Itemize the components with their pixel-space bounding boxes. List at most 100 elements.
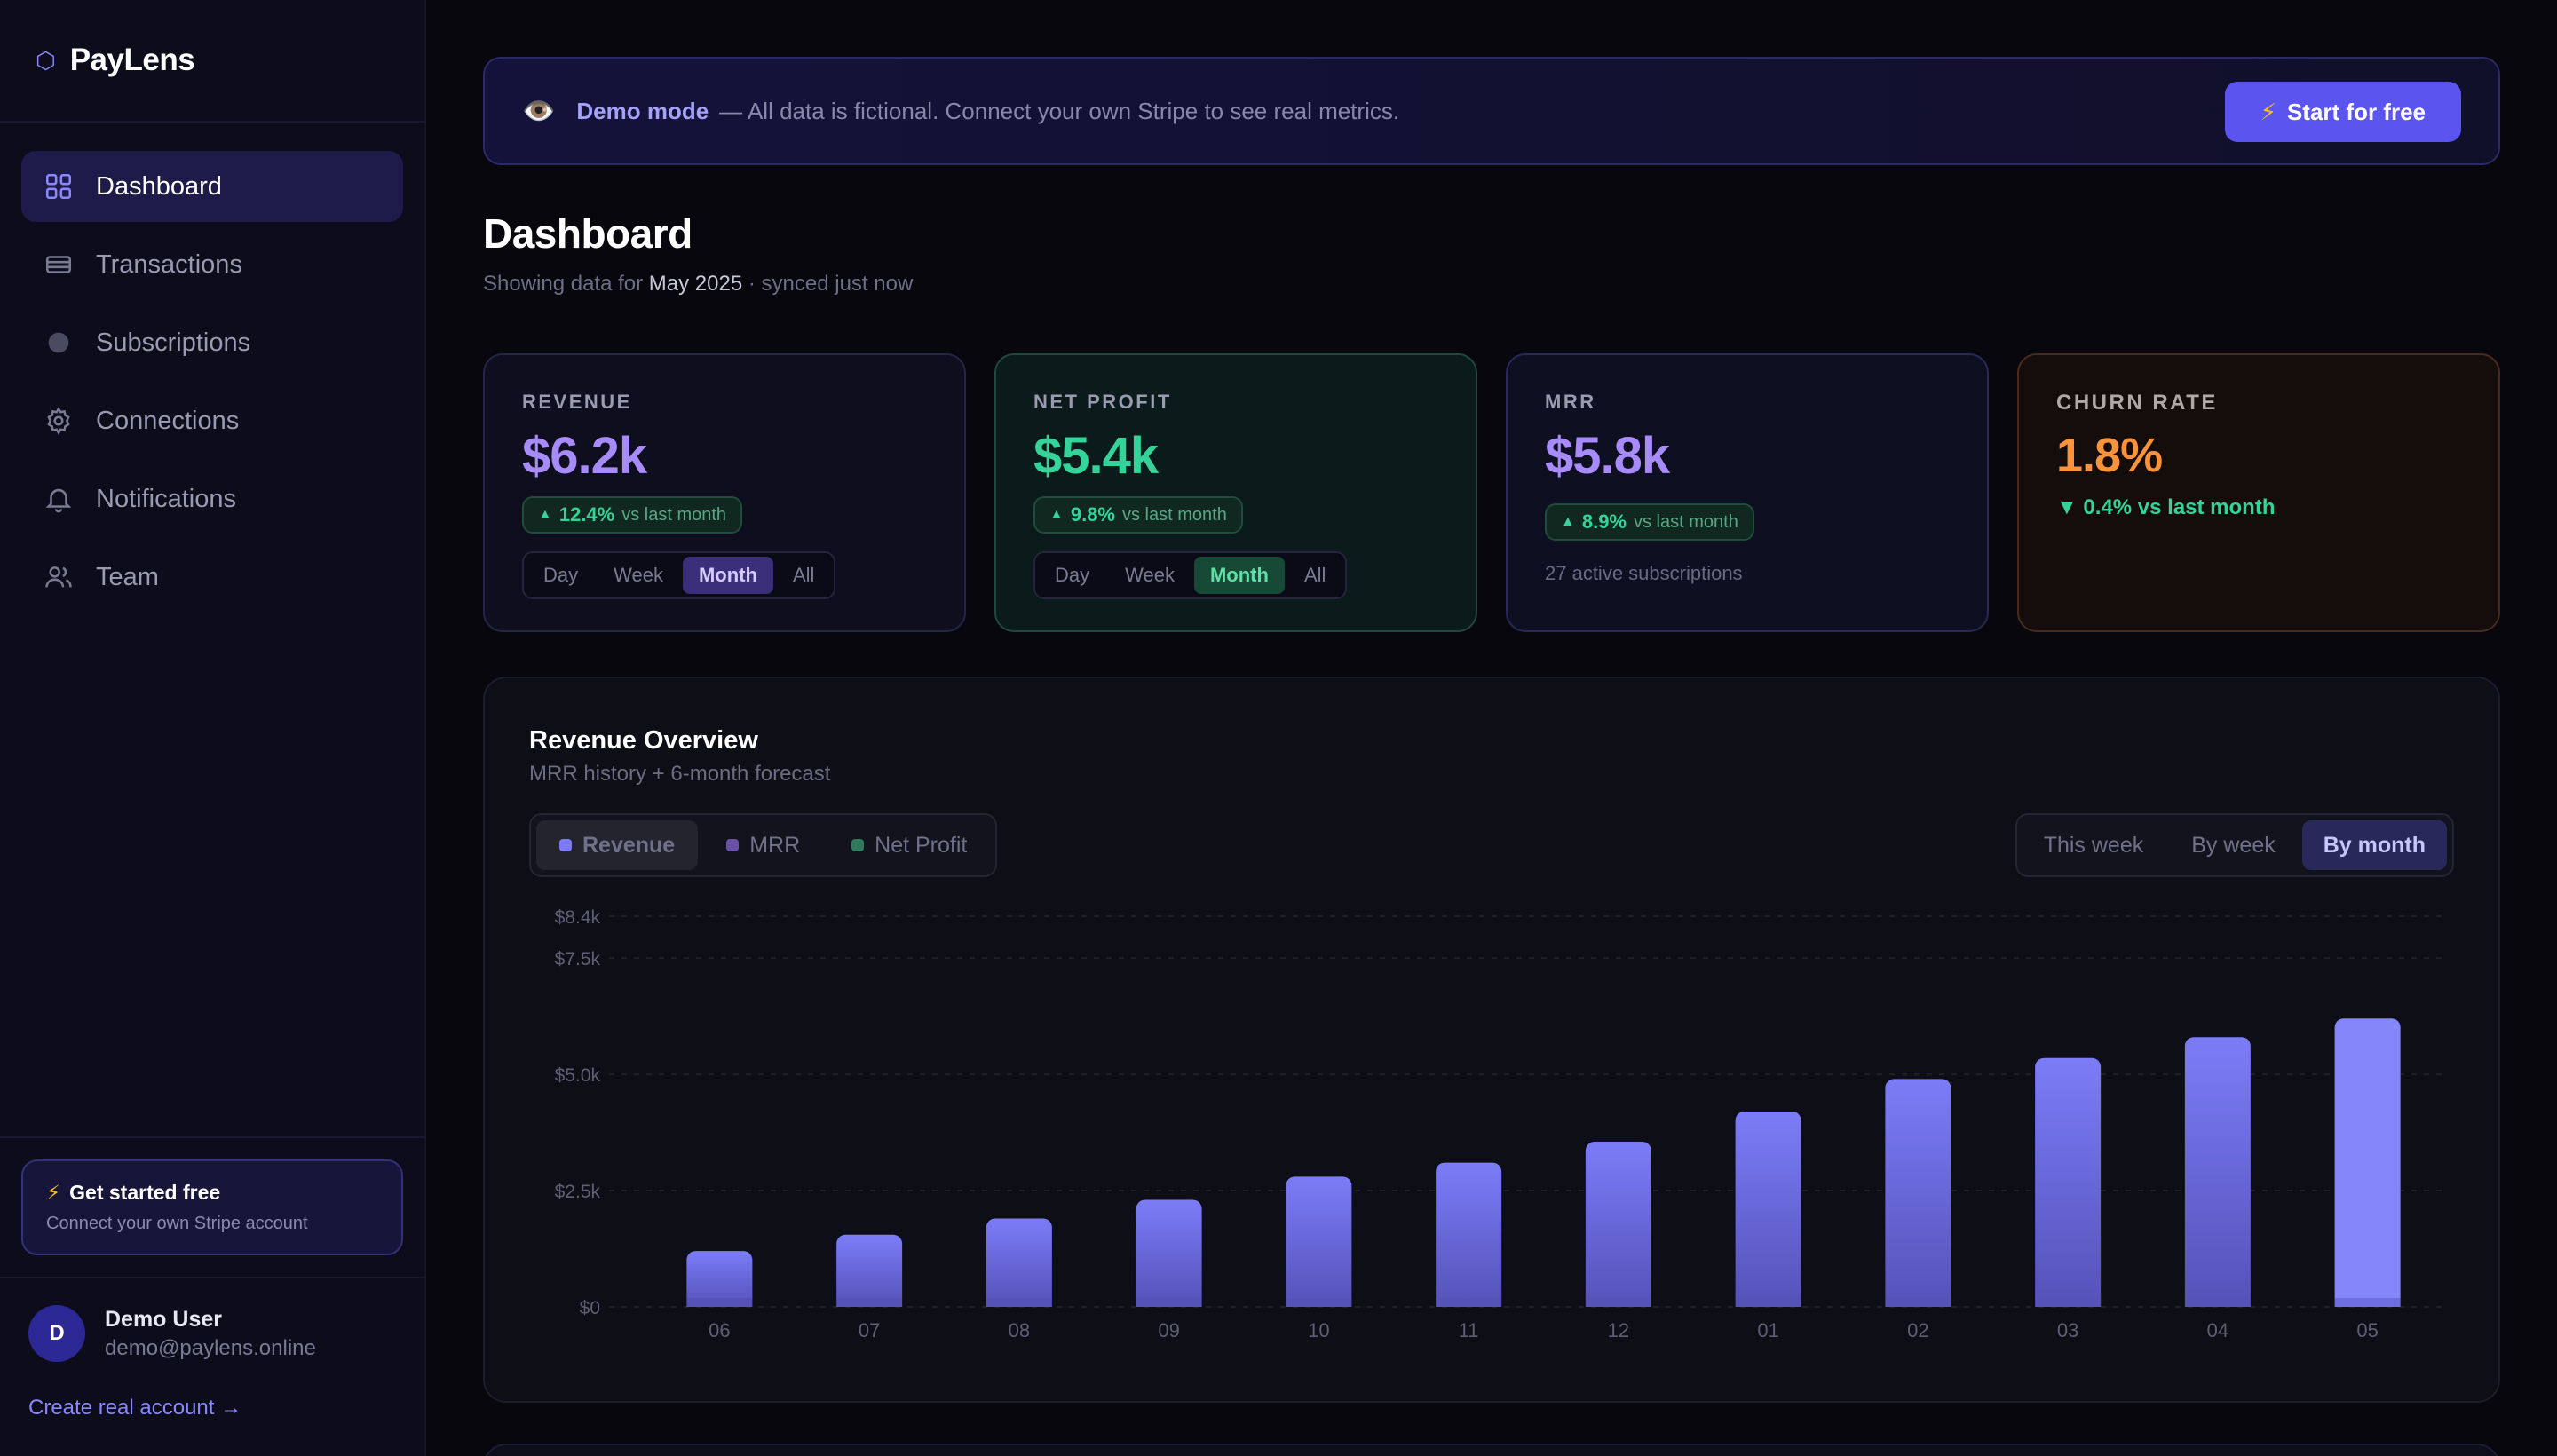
mrr-swatch: [726, 839, 740, 851]
x-tick-label: 03: [2057, 1319, 2078, 1341]
series-tab-net-profit[interactable]: Net Profit: [828, 820, 990, 870]
bar-04[interactable]: [2184, 1037, 2251, 1307]
sidebar-item-notifications[interactable]: Notifications: [21, 463, 403, 534]
card-icon: [43, 249, 75, 281]
series-tab-mrr[interactable]: MRR: [703, 820, 823, 870]
start-for-free-button[interactable]: ⚡ Start for free: [2224, 82, 2461, 142]
series-tab-revenue[interactable]: Revenue: [536, 820, 699, 870]
app-name: PayLens: [69, 43, 195, 77]
mrr-card: MRR $5.8k ▲ 8.9% vs last month 27 active…: [1506, 353, 1989, 632]
bar-09[interactable]: [1136, 1199, 1202, 1307]
bar-10[interactable]: [1286, 1176, 1352, 1307]
card-label: REVENUE: [522, 391, 632, 413]
sidebar-divider: [0, 1277, 424, 1278]
active-subscriptions-note: 27 active subscriptions: [1545, 562, 1743, 584]
sidebar-item-label: Subscriptions: [96, 328, 251, 357]
bar-06[interactable]: [686, 1251, 753, 1307]
bar-03[interactable]: [2035, 1057, 2102, 1307]
brand[interactable]: ⬡ PayLens: [36, 39, 195, 82]
banner-text: — All data is fictional. Connect your ow…: [719, 97, 1400, 124]
x-tick-label: 09: [1158, 1319, 1179, 1341]
revenue-swatch: [559, 839, 572, 851]
period-month[interactable]: Month: [682, 557, 773, 594]
lightning-icon: ⚡: [46, 1181, 61, 1204]
promo-title: ⚡ Get started free: [46, 1181, 378, 1205]
card-value: 1.8%: [2056, 429, 2163, 482]
period-all[interactable]: All: [1303, 564, 1326, 586]
series-label: Net Profit: [875, 832, 968, 858]
range-by-week[interactable]: By week: [2191, 832, 2276, 858]
circle-icon: [43, 327, 75, 359]
bar-base: [1885, 1298, 1951, 1307]
revenue-bar-chart: $0 $2.5k $5.0k $7.5k $8.4k 06 07 08 09 10 11 12 01 02…: [555, 907, 2442, 1341]
churn-rate-card: CHURN RATE 1.8% ▼ 0.4% vs last month: [2017, 353, 2500, 632]
delta-caption: vs last month: [1122, 504, 1227, 525]
bar-base: [2334, 1298, 2401, 1307]
churn-delta: ▼ 0.4% vs last month: [2056, 495, 2276, 519]
users-icon: [43, 561, 75, 593]
demo-mode-banner: 👁️ Demo mode — All data is fictional. Co…: [483, 57, 2500, 165]
up-arrow-icon: ▲: [1561, 514, 1575, 529]
period-week[interactable]: Week: [614, 564, 663, 586]
delta-badge: ▲ 12.4% vs last month: [522, 496, 743, 534]
period-week[interactable]: Week: [1125, 564, 1175, 586]
up-arrow-icon: ▲: [1049, 507, 1064, 522]
bar-base: [2184, 1298, 2251, 1307]
page-title: Dashboard: [483, 210, 693, 257]
sidebar-item-label: Transactions: [96, 249, 242, 279]
period-segmented-control: Day Week Month All: [1033, 551, 1348, 599]
hexagon-logo-icon: ⬡: [36, 47, 56, 74]
y-tick-label: $0: [580, 1298, 600, 1318]
delta-value: 8.9%: [1581, 510, 1627, 533]
get-started-promo[interactable]: ⚡ Get started free Connect your own Stri…: [21, 1159, 403, 1255]
net-profit-card: NET PROFIT $5.4k ▲ 9.8% vs last month Da…: [994, 353, 1477, 632]
sidebar-item-subscriptions[interactable]: Subscriptions: [21, 307, 403, 378]
sidebar-item-transactions[interactable]: Transactions: [21, 229, 403, 300]
bar-11[interactable]: [1436, 1162, 1502, 1307]
range-by-month[interactable]: By month: [2301, 820, 2447, 870]
user-profile[interactable]: D Demo User demo@paylens.online: [28, 1305, 316, 1362]
card-label: CHURN RATE: [2056, 391, 2218, 415]
bar-base: [1286, 1298, 1352, 1307]
sidebar-item-connections[interactable]: Connections: [21, 385, 403, 456]
sidebar: ⬡ PayLens Dashboard Transactions Subscri…: [0, 0, 426, 1456]
next-panel-edge: [483, 1444, 2500, 1456]
card-value: $5.8k: [1545, 427, 1670, 485]
bar-base: [1136, 1298, 1202, 1307]
bar-05[interactable]: [2334, 1018, 2401, 1307]
page-subtitle: Showing data for May 2025 · synced just …: [483, 272, 913, 297]
dashboard-grid-icon: [43, 170, 75, 202]
bar-base: [1735, 1298, 1801, 1307]
revenue-overview-panel: $0 $2.5k $5.0k $7.5k $8.4k 06 07 08 09 10 11 12 01 02…: [483, 677, 2500, 1403]
sidebar-item-label: Dashboard: [96, 171, 222, 201]
delta-badge: ▲ 8.9% vs last month: [1545, 503, 1754, 541]
period-day[interactable]: Day: [543, 564, 579, 586]
sidebar-item-label: Team: [96, 562, 159, 591]
period-day[interactable]: Day: [1055, 564, 1090, 586]
sidebar-item-label: Notifications: [96, 484, 236, 513]
y-tick-label: $5.0k: [555, 1065, 601, 1086]
sidebar-item-team[interactable]: Team: [21, 542, 403, 613]
period-all[interactable]: All: [792, 564, 815, 586]
bar-07[interactable]: [836, 1234, 903, 1307]
delta-value: 12.4%: [558, 503, 615, 526]
delta-badge: ▲ 9.8% vs last month: [1033, 496, 1243, 534]
create-account-link[interactable]: Create real account →: [28, 1396, 242, 1420]
promo-subtitle: Connect your own Stripe account: [46, 1214, 308, 1233]
x-tick-label: 02: [1907, 1319, 1928, 1341]
bar-01[interactable]: [1735, 1112, 1801, 1307]
period-month[interactable]: Month: [1193, 557, 1285, 594]
bell-icon: [43, 483, 75, 515]
net-profit-swatch: [851, 839, 865, 851]
panel-title: Revenue Overview: [529, 726, 758, 755]
eye-icon: 👁️: [522, 96, 556, 126]
bar-08[interactable]: [986, 1218, 1052, 1307]
bar-base: [836, 1298, 903, 1307]
bar-12[interactable]: [1585, 1142, 1651, 1307]
bar-base: [2035, 1298, 2102, 1307]
bar-02[interactable]: [1885, 1079, 1951, 1307]
x-tick-label: 06: [709, 1319, 730, 1341]
range-this-week[interactable]: This week: [2043, 832, 2144, 858]
revenue-card: REVENUE $6.2k ▲ 12.4% vs last month Day …: [483, 353, 966, 632]
sidebar-item-dashboard[interactable]: Dashboard: [21, 151, 403, 222]
